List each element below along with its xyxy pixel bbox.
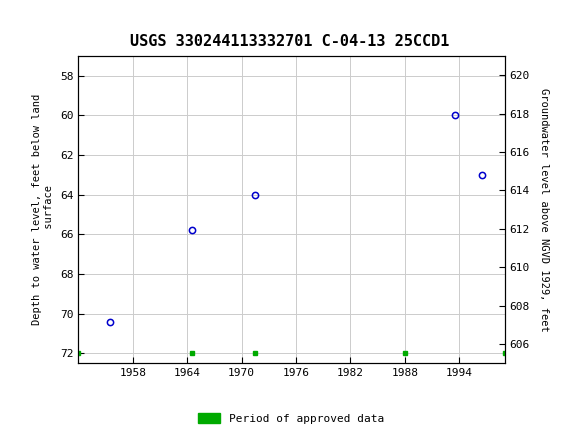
- Legend: Period of approved data: Period of approved data: [194, 409, 389, 428]
- Y-axis label: Groundwater level above NGVD 1929, feet: Groundwater level above NGVD 1929, feet: [539, 88, 549, 332]
- Y-axis label: Depth to water level, feet below land
 surface: Depth to water level, feet below land su…: [32, 94, 55, 325]
- Text: ≡USGS: ≡USGS: [3, 12, 85, 33]
- Text: USGS 330244113332701 C-04-13 25CCD1: USGS 330244113332701 C-04-13 25CCD1: [130, 34, 450, 49]
